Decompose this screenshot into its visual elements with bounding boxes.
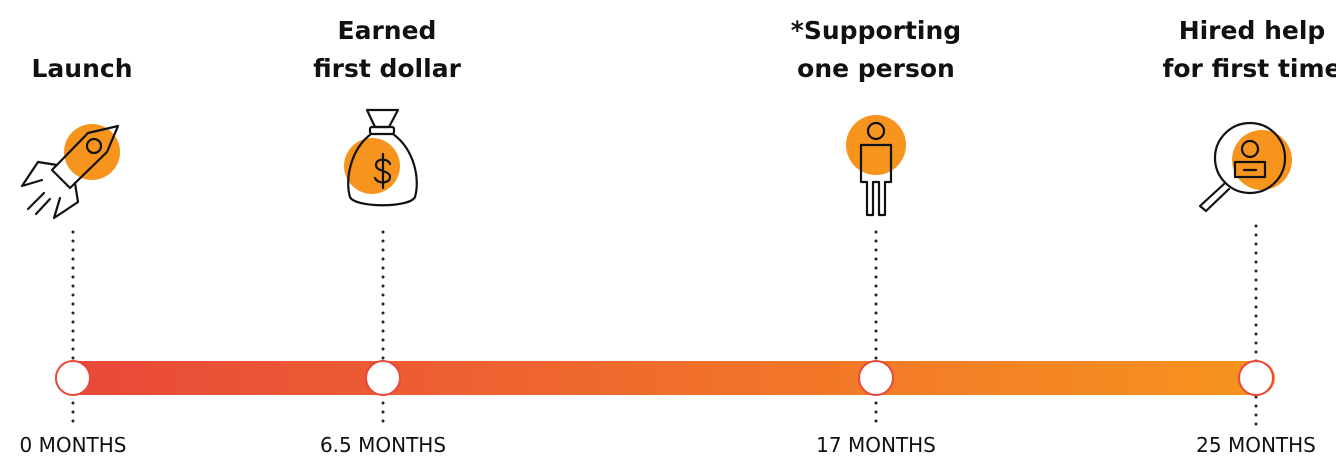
milestone-node <box>365 360 401 396</box>
milestone-title: Launch <box>31 54 132 83</box>
person-icon <box>846 115 906 217</box>
milestone-time: 0 MONTHS <box>20 433 127 457</box>
milestone-title: Earned <box>338 16 437 45</box>
labels: Launch 0 MONTHS Earned first dollar 6.5 MONT… <box>20 16 1336 457</box>
connectors <box>71 224 1258 427</box>
hiring-icon <box>1198 121 1292 213</box>
rocket-icon <box>20 124 120 220</box>
milestone-title: first dollar <box>313 54 461 83</box>
milestone-time: 25 MONTHS <box>1196 433 1316 457</box>
milestone-time: 6.5 MONTHS <box>320 433 446 457</box>
money-bag-icon <box>344 108 418 207</box>
milestone-time: 17 MONTHS <box>816 433 936 457</box>
milestone-title: one person <box>797 54 955 83</box>
milestone-title: Hired help <box>1179 16 1326 45</box>
milestone-title: for first time <box>1162 54 1336 83</box>
milestone-title: *Supporting <box>791 16 961 45</box>
milestone-node <box>858 360 894 396</box>
milestone-node <box>55 360 91 396</box>
milestone-node <box>1238 360 1274 396</box>
timeline-bar <box>55 361 1275 395</box>
